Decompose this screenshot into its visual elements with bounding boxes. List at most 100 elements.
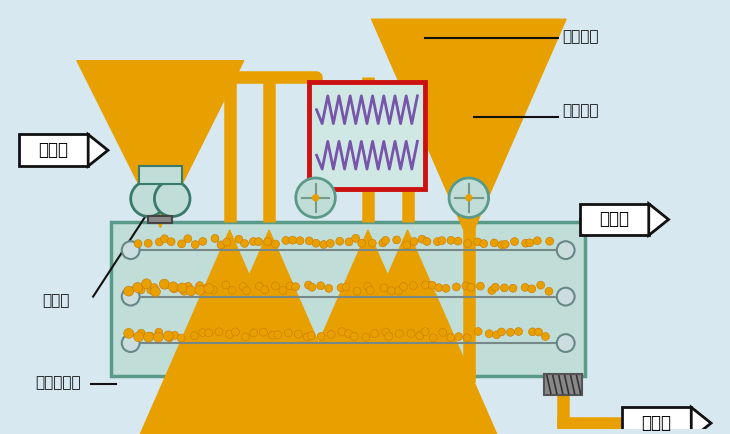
Circle shape bbox=[362, 333, 370, 342]
Circle shape bbox=[388, 287, 395, 295]
Circle shape bbox=[150, 284, 158, 292]
Circle shape bbox=[320, 240, 328, 249]
Circle shape bbox=[521, 283, 529, 291]
Text: 供　給: 供 給 bbox=[39, 142, 69, 159]
Circle shape bbox=[304, 281, 312, 289]
Circle shape bbox=[184, 235, 192, 243]
Circle shape bbox=[480, 240, 488, 248]
Text: 低温乾燥機: 低温乾燥機 bbox=[36, 376, 81, 390]
Circle shape bbox=[261, 286, 269, 294]
Circle shape bbox=[142, 279, 151, 289]
Circle shape bbox=[403, 241, 411, 249]
Text: 冷凍装置: 冷凍装置 bbox=[563, 104, 599, 118]
Circle shape bbox=[171, 331, 179, 339]
Circle shape bbox=[453, 283, 461, 291]
Circle shape bbox=[399, 283, 407, 291]
Circle shape bbox=[371, 329, 379, 338]
Circle shape bbox=[439, 329, 447, 336]
Circle shape bbox=[345, 238, 353, 246]
Circle shape bbox=[122, 288, 139, 306]
Circle shape bbox=[395, 287, 403, 295]
Circle shape bbox=[303, 333, 311, 341]
Circle shape bbox=[285, 329, 292, 337]
Circle shape bbox=[429, 334, 437, 342]
Circle shape bbox=[264, 238, 272, 246]
Circle shape bbox=[235, 235, 243, 243]
Circle shape bbox=[279, 286, 287, 294]
Circle shape bbox=[498, 241, 506, 249]
Circle shape bbox=[353, 287, 361, 295]
Circle shape bbox=[528, 285, 536, 293]
Bar bbox=[111, 223, 585, 376]
Circle shape bbox=[434, 238, 442, 246]
Circle shape bbox=[239, 283, 247, 291]
Circle shape bbox=[396, 330, 403, 338]
Circle shape bbox=[153, 332, 164, 342]
Circle shape bbox=[447, 333, 455, 342]
Circle shape bbox=[442, 284, 450, 292]
Circle shape bbox=[423, 237, 431, 246]
Circle shape bbox=[282, 237, 290, 244]
Circle shape bbox=[292, 283, 299, 291]
Circle shape bbox=[204, 329, 212, 337]
Circle shape bbox=[369, 239, 376, 247]
Circle shape bbox=[510, 237, 518, 246]
Circle shape bbox=[366, 286, 374, 294]
Circle shape bbox=[131, 181, 166, 217]
Bar bbox=[544, 374, 582, 395]
Bar bbox=[580, 204, 649, 235]
Circle shape bbox=[133, 283, 142, 293]
Bar bbox=[622, 408, 691, 434]
Circle shape bbox=[184, 283, 192, 290]
Circle shape bbox=[259, 328, 267, 336]
Circle shape bbox=[124, 329, 134, 339]
Circle shape bbox=[364, 283, 372, 290]
Circle shape bbox=[147, 286, 155, 294]
Circle shape bbox=[526, 239, 534, 247]
Circle shape bbox=[170, 285, 178, 293]
Circle shape bbox=[557, 334, 575, 352]
Circle shape bbox=[191, 240, 199, 249]
Circle shape bbox=[286, 282, 294, 290]
Circle shape bbox=[421, 328, 429, 335]
Circle shape bbox=[226, 330, 234, 339]
Circle shape bbox=[380, 284, 388, 292]
Circle shape bbox=[352, 234, 360, 242]
Circle shape bbox=[210, 286, 218, 294]
Circle shape bbox=[155, 328, 163, 336]
Text: 搬　出: 搬 出 bbox=[642, 414, 672, 432]
Circle shape bbox=[485, 330, 493, 338]
Circle shape bbox=[159, 279, 169, 289]
Circle shape bbox=[242, 333, 250, 341]
Circle shape bbox=[317, 332, 325, 340]
Circle shape bbox=[515, 328, 523, 335]
Circle shape bbox=[124, 286, 134, 296]
Circle shape bbox=[435, 284, 442, 292]
Circle shape bbox=[462, 282, 470, 290]
Circle shape bbox=[222, 281, 230, 289]
Circle shape bbox=[509, 284, 517, 292]
Circle shape bbox=[493, 331, 501, 339]
Circle shape bbox=[145, 239, 152, 247]
Circle shape bbox=[464, 240, 472, 247]
Circle shape bbox=[545, 287, 553, 295]
Circle shape bbox=[474, 238, 482, 246]
Circle shape bbox=[294, 330, 302, 338]
Circle shape bbox=[546, 237, 553, 245]
Circle shape bbox=[255, 238, 263, 246]
Circle shape bbox=[164, 331, 173, 341]
Circle shape bbox=[134, 332, 144, 342]
Circle shape bbox=[350, 332, 358, 340]
Polygon shape bbox=[88, 135, 108, 166]
Circle shape bbox=[537, 281, 545, 289]
Circle shape bbox=[137, 286, 145, 294]
Circle shape bbox=[557, 288, 575, 306]
Circle shape bbox=[467, 283, 475, 291]
Circle shape bbox=[211, 234, 219, 243]
Circle shape bbox=[150, 287, 161, 296]
Circle shape bbox=[312, 195, 318, 201]
Circle shape bbox=[438, 237, 446, 245]
Circle shape bbox=[407, 329, 415, 337]
Circle shape bbox=[122, 334, 139, 352]
Circle shape bbox=[269, 331, 276, 339]
